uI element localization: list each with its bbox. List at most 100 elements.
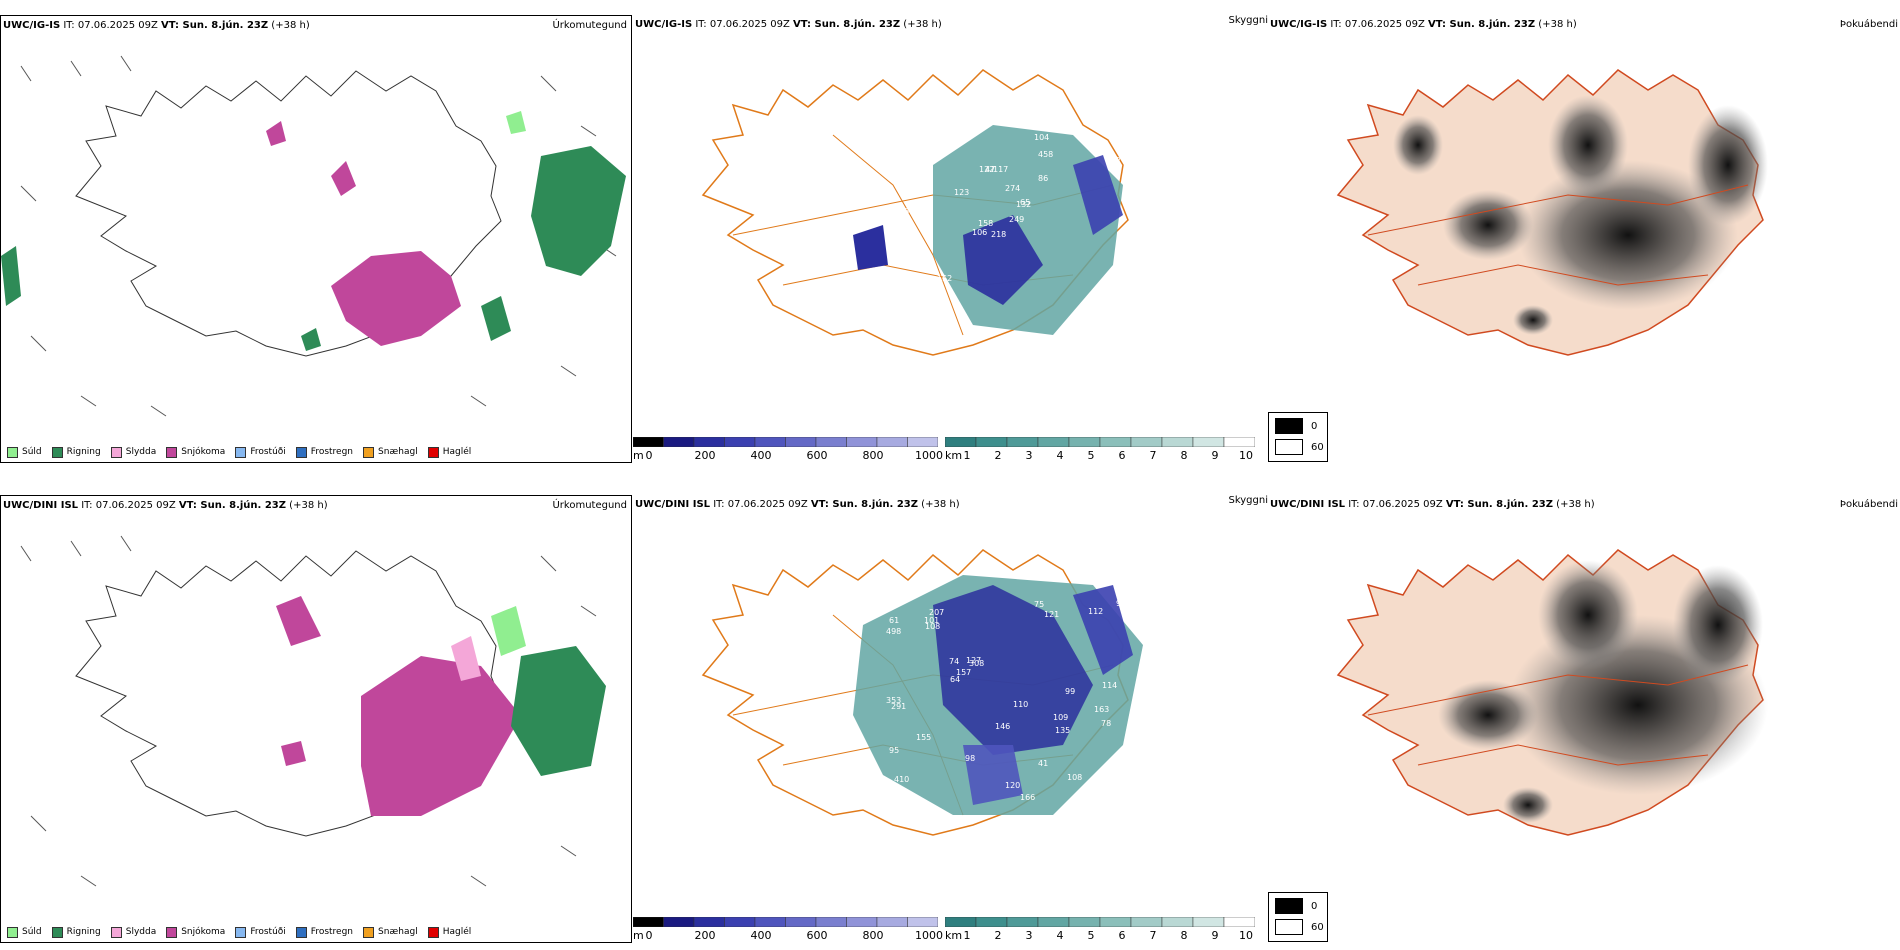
ceiling-value-label: 155 bbox=[916, 733, 931, 742]
ceiling-value-label: 101 bbox=[924, 616, 939, 625]
colorbar-segment bbox=[663, 436, 695, 448]
colorbar-segment bbox=[785, 436, 817, 448]
ceiling-value-label: 90 bbox=[1116, 599, 1126, 608]
tick-label: 1000 bbox=[915, 929, 943, 942]
fog-areas bbox=[1393, 95, 1768, 335]
ceiling-value-label: 132 bbox=[1016, 200, 1031, 209]
ceiling-value-label: 274 bbox=[1005, 184, 1020, 193]
ceiling-value-labels: 218 157 158 161 132 152 104 117 458 249 490 138 388 8… bbox=[883, 128, 1122, 324]
ceiling-value-label: 157 bbox=[956, 668, 971, 677]
legend-item: Slydda bbox=[110, 926, 156, 938]
ceiling-value-label: 127 bbox=[966, 656, 981, 665]
ceiling-value-label: 249 bbox=[1009, 215, 1024, 224]
legend-item: Snjókoma bbox=[166, 926, 225, 938]
fog-legend-item: 0 bbox=[1275, 898, 1317, 914]
ceiling-value-label: 75 bbox=[1034, 600, 1044, 609]
colorbar-segment bbox=[815, 916, 847, 928]
tick-label: 9 bbox=[1211, 449, 1219, 462]
ceiling-unit: m bbox=[633, 929, 644, 942]
ceiling-value-labels: 109 163 410 207 308 108 95 121 74 166 498 353 61 83 98… bbox=[886, 599, 1126, 802]
colorbar-segment bbox=[1068, 916, 1101, 928]
ceiling-value-label: 146 bbox=[995, 722, 1010, 731]
visibility-colorbar-strip bbox=[944, 436, 1256, 448]
tick-label: 1000 bbox=[915, 449, 943, 462]
ceiling-value-label: 83 bbox=[1101, 775, 1111, 784]
tick-label: 600 bbox=[806, 449, 828, 462]
fog-areas bbox=[1438, 560, 1768, 823]
ceiling-value-label: 157 bbox=[893, 167, 908, 176]
ceiling-value-label: 98 bbox=[965, 754, 975, 763]
visibility-colorbar: km 1 2 3 4 5 6 7 8 9 10 bbox=[944, 916, 1265, 943]
cloud-base-panel-bottom: UWC/DINI ISL IT: 07.06.2025 09Z VT: Sun.… bbox=[632, 495, 1268, 945]
tick-label: 800 bbox=[862, 449, 884, 462]
panel-title: UWC/DINI ISL IT: 07.06.2025 09Z VT: Sun.… bbox=[1270, 499, 1595, 510]
tick-label: 5 bbox=[1087, 449, 1095, 462]
colorbar-segment bbox=[754, 916, 786, 928]
colorbar-segment bbox=[907, 916, 939, 928]
fog-legend: 0 60 bbox=[1268, 412, 1328, 462]
colorbar-segment bbox=[815, 436, 847, 448]
panel-title: UWC/DINI ISL IT: 07.06.2025 09Z VT: Sun.… bbox=[635, 499, 960, 510]
tick-label: 1 bbox=[963, 449, 971, 462]
ceiling-unit: m bbox=[633, 449, 644, 462]
tick-label: 200 bbox=[694, 449, 716, 462]
colorbar-segment bbox=[944, 436, 977, 448]
fog-panel-top: UWC/IG-IS IT: 07.06.2025 09Z VT: Sun. 8.… bbox=[1268, 15, 1898, 465]
ceiling-value-label: 95 bbox=[889, 746, 899, 755]
tick-label: 1 bbox=[963, 929, 971, 942]
ceiling-value-label: 121 bbox=[1044, 610, 1059, 619]
panel-type-title: Úrkomutegund bbox=[552, 20, 627, 31]
precip-map-top bbox=[1, 55, 626, 417]
colorbar-segment bbox=[876, 916, 908, 928]
colorbar-segment bbox=[724, 916, 756, 928]
tick-label: 0 bbox=[645, 929, 653, 942]
fog-panel-bottom: UWC/DINI ISL IT: 07.06.2025 09Z VT: Sun.… bbox=[1268, 495, 1898, 945]
tick-label: 5 bbox=[1087, 929, 1095, 942]
tick-label: 7 bbox=[1149, 929, 1157, 942]
ceiling-value-label: 65 bbox=[1020, 198, 1030, 207]
colorbar-segment bbox=[907, 436, 939, 448]
ceiling-value-label: 161 bbox=[883, 294, 898, 303]
ceiling-value-label: 64 bbox=[884, 303, 894, 312]
colorbar-segment bbox=[846, 436, 878, 448]
ceiling-colorbar: m 0 200 400 600 800 1000 bbox=[632, 916, 943, 943]
precip-type-panel-top: UWC/IG-IS IT: 07.06.2025 09Z VT: Sun. 8.… bbox=[0, 15, 632, 463]
tick-label: 8 bbox=[1180, 929, 1188, 942]
colorbar-segment bbox=[1037, 916, 1070, 928]
tick-label: 10 bbox=[1239, 449, 1253, 462]
ceiling-value-label: 112 bbox=[1088, 607, 1103, 616]
ceiling-value-label: 108 bbox=[925, 622, 940, 631]
precip-legend: Súld Rigning Slydda Snjókoma Frostúði Fr… bbox=[7, 922, 471, 942]
colorbar-segment bbox=[1223, 916, 1256, 928]
tick-label: 0 bbox=[645, 449, 653, 462]
fog-legend-item: 60 bbox=[1275, 439, 1324, 455]
precip-legend: Súld Rigning Slydda Snjókoma Frostúði Fr… bbox=[7, 442, 471, 462]
fog-legend-item: 60 bbox=[1275, 919, 1324, 935]
legend-item: Súld bbox=[7, 926, 42, 938]
legend-item: Rigning bbox=[51, 926, 101, 938]
ceiling-value-label: 166 bbox=[1020, 793, 1035, 802]
colorbar-segment bbox=[754, 436, 786, 448]
ceiling-value-label: 85 bbox=[907, 315, 917, 324]
ceiling-value-label: 207 bbox=[929, 608, 944, 617]
tick-label: 9 bbox=[1211, 929, 1219, 942]
colorbar-segment bbox=[1099, 436, 1132, 448]
colorbar-segment bbox=[1192, 436, 1225, 448]
colorbar-segment bbox=[876, 436, 908, 448]
panel-type-title: Þokuábendi bbox=[1839, 19, 1898, 30]
ceiling-value-label: 106 bbox=[972, 228, 987, 237]
panel-title: UWC/DINI ISL IT: 07.06.2025 09Z VT: Sun.… bbox=[3, 500, 328, 511]
ceiling-value-label: 388 bbox=[894, 207, 909, 216]
colorbar-segment bbox=[785, 916, 817, 928]
colorbar-segment bbox=[1099, 916, 1132, 928]
tick-label: 200 bbox=[694, 929, 716, 942]
colorbar-segment bbox=[632, 436, 664, 448]
ceiling-value-label: 458 bbox=[1038, 150, 1053, 159]
ceiling-value-label: 86 bbox=[1038, 174, 1048, 183]
visibility-unit: km bbox=[945, 449, 963, 462]
visibility-unit: km bbox=[945, 929, 963, 942]
tick-label: 2 bbox=[994, 449, 1002, 462]
fog-map-top bbox=[1337, 69, 1768, 356]
colorbar-segment bbox=[693, 916, 725, 928]
colorbar-segment bbox=[1130, 436, 1163, 448]
